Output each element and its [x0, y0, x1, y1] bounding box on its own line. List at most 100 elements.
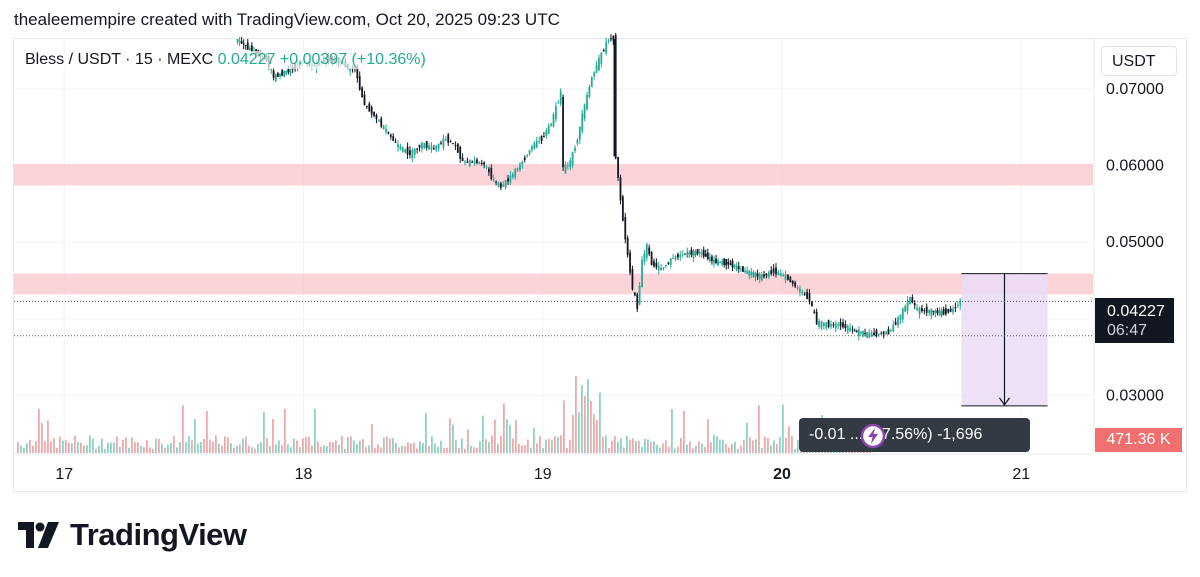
candle-body [471, 161, 474, 163]
lightning-icon[interactable] [859, 423, 889, 449]
candle-body [923, 309, 926, 311]
legend-values: 0.04227 +0.00397 (+10.36%) [217, 51, 426, 68]
candle-body [461, 157, 464, 162]
candle-body [921, 308, 923, 312]
volume-bar [347, 437, 349, 453]
candle-body [478, 162, 481, 164]
candle-body [614, 34, 617, 159]
volume-bar [461, 438, 463, 453]
volume-bar [740, 445, 742, 453]
x-tick-label: 19 [534, 466, 552, 483]
candle-body [289, 68, 292, 74]
candle-body [598, 57, 600, 71]
candle-body [940, 310, 943, 317]
volume-bar [674, 448, 676, 453]
candle-body [638, 285, 641, 305]
candle-body [444, 139, 447, 141]
candle-body [440, 142, 442, 144]
candle-body [380, 118, 383, 127]
candle-body [626, 237, 629, 256]
candle-body [686, 251, 689, 258]
candle-body [694, 251, 697, 256]
volume-bar [533, 427, 535, 453]
candle-body [521, 161, 524, 165]
candle-body [519, 163, 521, 171]
candle-body [719, 262, 722, 264]
candle-body [842, 322, 844, 328]
candle-body [767, 272, 770, 277]
candle-body [504, 180, 507, 188]
volume-bar [593, 414, 595, 453]
volume-label: 471.36 K [1095, 428, 1182, 452]
candle-body [437, 143, 440, 149]
volume-bar [608, 448, 610, 453]
volume-bar [257, 444, 259, 453]
candle-body [827, 320, 830, 328]
candle-body [564, 164, 567, 174]
candle-body [733, 265, 736, 268]
volume-bar [626, 435, 628, 453]
volume-bar [344, 448, 346, 453]
candle-body [672, 258, 675, 260]
volume-bar [530, 447, 532, 453]
candle-body [860, 332, 862, 334]
volume-bar [575, 376, 577, 453]
candle-body [533, 143, 536, 149]
volume-bar [632, 438, 634, 453]
candle-body [882, 331, 885, 335]
candle-body [873, 332, 875, 336]
volume-bar [491, 435, 493, 453]
volume-bar [353, 440, 355, 453]
volume-bar [419, 441, 421, 453]
candle-body [464, 161, 466, 163]
candle-body [796, 287, 799, 289]
volume-bar [755, 439, 757, 453]
volume-bar [725, 444, 727, 453]
volume-bar [284, 408, 286, 453]
candle-body [692, 250, 695, 258]
candle-body [428, 145, 430, 150]
volume-bar [599, 392, 601, 453]
candle-body [279, 73, 281, 77]
candle-body [731, 260, 734, 268]
volume-bar [323, 445, 325, 453]
candle-body [897, 317, 899, 326]
candle-body [550, 123, 553, 126]
currency-button[interactable]: USDT [1101, 46, 1177, 76]
measure-readout: -0.01 ... -37.56%) -1,696 [799, 418, 1030, 452]
volume-bar [380, 447, 382, 453]
candle-body [911, 297, 914, 303]
candle-body [864, 333, 866, 335]
volume-bar [425, 412, 427, 453]
candle-body [744, 270, 746, 273]
candle-body [756, 273, 759, 276]
y-tick-label: 0.07000 [1106, 81, 1164, 98]
candle-body [660, 267, 663, 271]
volume-bar [629, 439, 631, 453]
volume-bar [542, 448, 544, 453]
volume-bar [389, 438, 391, 453]
candle-body [387, 132, 390, 134]
volume-bar [182, 405, 184, 453]
candle-body [406, 146, 409, 155]
candle-body [832, 324, 835, 326]
candle-body [610, 38, 612, 40]
candle-body [236, 39, 239, 42]
candle-body [725, 258, 728, 266]
candle-body [866, 332, 868, 338]
volume-bar [392, 438, 394, 453]
volume-bar [683, 411, 685, 453]
candle-body [820, 321, 823, 328]
volume-bar [758, 405, 760, 453]
volume-bar [260, 442, 262, 453]
volume-bar [707, 419, 709, 453]
candle-body [361, 87, 364, 98]
volume-bar [26, 443, 28, 453]
measure-arrow-head [998, 397, 1010, 406]
volume-bar [488, 441, 490, 453]
volume-bar [560, 435, 562, 453]
volume-bar [695, 445, 697, 453]
candle-body [540, 136, 543, 141]
candle-body [825, 322, 828, 329]
